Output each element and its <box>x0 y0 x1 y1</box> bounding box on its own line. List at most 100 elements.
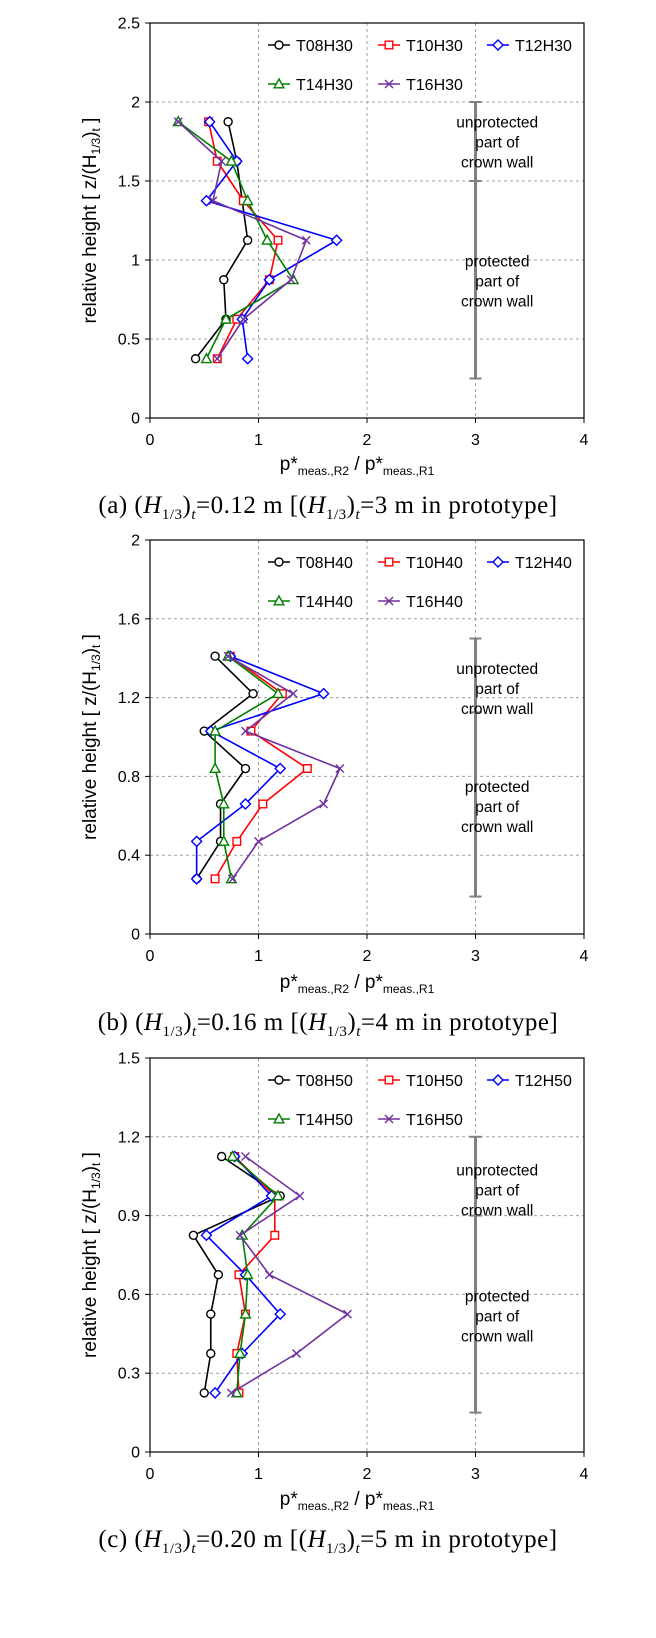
x-tick-label: 3 <box>471 948 480 965</box>
data-point <box>241 194 254 206</box>
data-point <box>319 799 329 809</box>
series-line <box>194 121 249 360</box>
legend-marker <box>384 557 394 567</box>
caption-t2: t <box>356 1541 361 1557</box>
x-label-sub2: meas.,R1 <box>383 464 435 478</box>
caption-H2: H <box>306 492 327 519</box>
caption-t: t <box>191 507 196 523</box>
data-point <box>199 1388 209 1398</box>
data-point <box>226 1150 239 1162</box>
series-T08H40 <box>191 651 258 884</box>
data-point <box>258 799 268 809</box>
protected-annotation-line: protected <box>465 1288 530 1305</box>
x-tick-label: 4 <box>580 948 589 965</box>
data-point <box>216 1151 227 1162</box>
data-point <box>261 233 274 245</box>
x-tick-label: 2 <box>363 948 372 965</box>
plot-area <box>150 1058 584 1452</box>
data-point <box>190 872 203 885</box>
legend: T08H30 T10H30 T12H30 T14H30 T16H30 <box>268 38 572 94</box>
data-point <box>226 1388 236 1398</box>
y-tick-label: 1.6 <box>118 611 140 628</box>
caption-post: =3 m in prototype] <box>360 492 557 519</box>
y-tick-label: 0.5 <box>118 332 140 349</box>
legend-item-T08H50: T08H50 <box>268 1073 353 1090</box>
legend-item-T12H30: T12H30 <box>487 38 572 55</box>
data-point <box>248 688 258 699</box>
legend-label: T10H30 <box>406 38 463 55</box>
protected-annotation-line: part of <box>475 274 520 291</box>
series-T16H50 <box>226 1152 352 1398</box>
x-label-mid: / p* <box>349 1489 383 1510</box>
x-tick-label: 1 <box>254 432 263 449</box>
caption-mid: =0.20 m [( <box>196 1526 307 1553</box>
legend-item-T14H30: T14H30 <box>268 77 353 94</box>
data-point <box>219 312 232 324</box>
x-tick-label: 0 <box>146 1466 155 1483</box>
data-point <box>240 726 250 736</box>
panel-caption: (b) (H1/3)t=0.16 m [(H1/3)t=4 m in proto… <box>98 1009 559 1040</box>
legend-marker <box>492 1074 504 1086</box>
x-label-p: p* <box>280 454 299 475</box>
data-point <box>227 874 237 884</box>
caption-pre: (c) ( <box>98 1526 143 1553</box>
y-axis-label: relative height [ z/(H1/3)t ] <box>80 118 103 324</box>
y-label-main: relative height [ z/(H <box>80 154 101 323</box>
x-label-p: p* <box>280 1489 299 1510</box>
unprotected-annotation-line: crown wall <box>461 1202 533 1219</box>
data-point <box>239 797 252 810</box>
x-tick-label: 4 <box>580 1466 589 1483</box>
caption-H2: H <box>306 1526 327 1553</box>
unprotected-annotation-line: unprotected <box>456 1162 538 1179</box>
chart-panel-1: 0 0.5 1 1.5 2 2.5 0 1 2 3 4 unprotected part of crown… <box>80 16 589 524</box>
x-tick-label: 0 <box>146 948 155 965</box>
x-label-sub1: meas.,R2 <box>298 982 350 996</box>
unprotected-annotation-line: unprotected <box>456 661 538 678</box>
unprotected-annotation-line: crown wall <box>461 701 533 718</box>
x-label-sub1: meas.,R2 <box>298 1499 350 1513</box>
caption-close: ) <box>183 1009 192 1036</box>
data-point <box>235 1230 245 1240</box>
data-point <box>210 651 220 661</box>
legend-label: T10H50 <box>406 1073 463 1090</box>
legend-marker <box>274 557 284 567</box>
protected-annotation-line: part of <box>475 1308 520 1325</box>
legend-label: T16H50 <box>406 1112 463 1129</box>
legend-marker <box>384 40 394 50</box>
y-label-end: ] <box>80 1152 101 1163</box>
legend-marker <box>492 556 504 568</box>
y-axis-label: relative height [ z/(H1/3)t ] <box>80 634 103 840</box>
data-point <box>317 687 330 700</box>
x-tick-label: 3 <box>471 1466 480 1483</box>
y-tick-label: 0.4 <box>118 848 140 865</box>
legend-marker <box>273 1112 285 1124</box>
data-point <box>200 1229 213 1242</box>
crown-wall-bracket <box>469 101 482 380</box>
x-axis-label: p*meas.,R2 / p*meas.,R1 <box>280 454 435 478</box>
caption-H: H <box>142 492 163 519</box>
y-tick-label: 0.8 <box>118 769 140 786</box>
caption-H: H <box>142 1526 163 1553</box>
data-point <box>263 273 276 286</box>
data-point <box>217 156 227 166</box>
x-axis-label: p*meas.,R2 / p*meas.,R1 <box>280 1489 435 1513</box>
unprotected-annotation-line: crown wall <box>461 155 533 172</box>
y-tick-label: 1 <box>131 253 140 270</box>
data-point <box>301 235 311 245</box>
legend-item-T10H30: T10H30 <box>378 38 463 55</box>
x-label-sub2: meas.,R1 <box>383 1499 435 1513</box>
caption-mid: =0.12 m [( <box>196 492 307 519</box>
protected-annotation-line: protected <box>465 779 530 796</box>
unprotected-annotation-line: unprotected <box>456 115 538 132</box>
legend-marker <box>274 1075 284 1085</box>
legend-item-T10H40: T10H40 <box>378 555 463 572</box>
y-label-close: ) <box>80 648 101 654</box>
caption-close2: ) <box>347 492 356 519</box>
data-point <box>209 762 222 774</box>
y-tick-label: 1.5 <box>118 1051 140 1068</box>
y-tick-label: 2.5 <box>118 16 140 33</box>
legend-item-T12H50: T12H50 <box>487 1073 572 1090</box>
data-point <box>206 1348 216 1359</box>
caption-sub: 1/3 <box>162 507 183 523</box>
